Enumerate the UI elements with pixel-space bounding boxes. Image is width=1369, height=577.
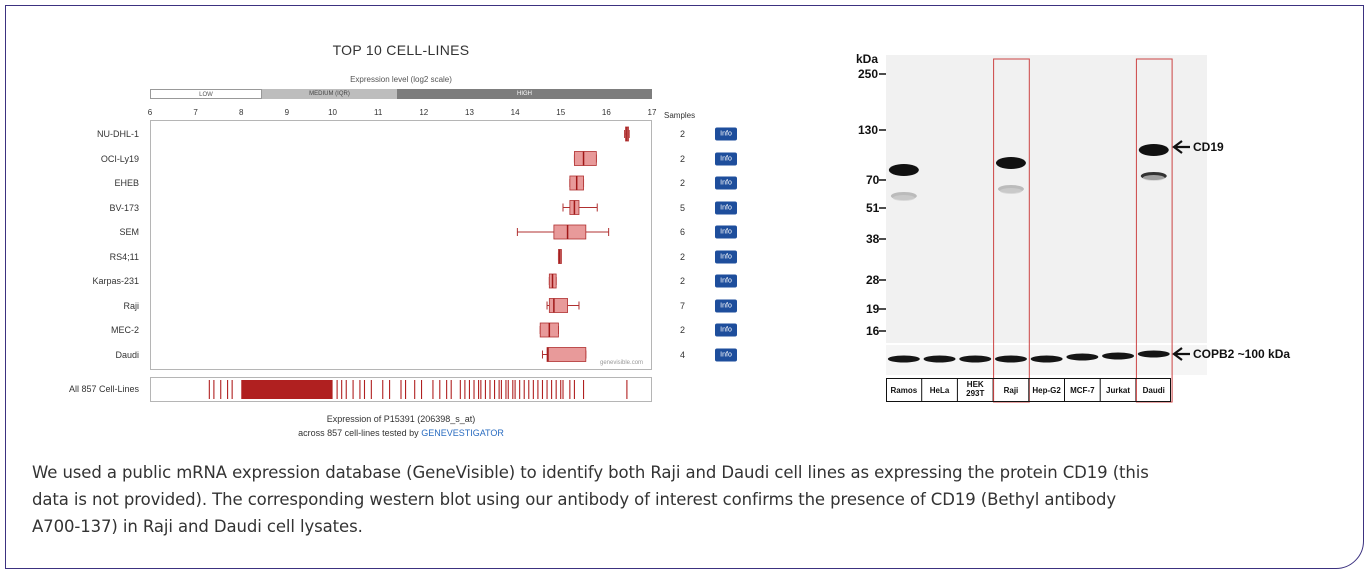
info-button[interactable]: Info (715, 299, 737, 312)
kda-marker-label: 38 (866, 232, 880, 246)
x-tick-label: 10 (328, 108, 337, 117)
lane-label: Daudi (1142, 386, 1165, 395)
all-cell-lines-label: All 857 Cell-Lines (68, 384, 139, 394)
lane-label-row (886, 378, 1171, 402)
level-medium: MEDIUM (IQR) (262, 89, 397, 99)
copb2-label: COPB2 ~100 kDa (1193, 347, 1291, 361)
all-cell-lines-strip (150, 377, 652, 402)
row-label: Daudi (115, 349, 139, 360)
info-button[interactable]: Info (715, 201, 737, 214)
samples-header: Samples (664, 111, 696, 120)
row-label: EHEB (114, 178, 139, 188)
description-line: data is not provided). The corresponding… (32, 490, 1117, 509)
x-tick-label: 17 (647, 108, 657, 117)
row-label: Karpas-231 (92, 276, 139, 286)
caption-source-text: across 857 cell-lines tested by (298, 428, 419, 438)
kda-marker-label: 28 (866, 273, 880, 287)
x-tick-label: 8 (239, 108, 244, 117)
blot-membrane (886, 55, 1207, 345)
sample-count: 2 (680, 276, 686, 286)
sample-count: 4 (680, 349, 686, 360)
info-button[interactable]: Info (715, 225, 737, 239)
row-label: Raji (123, 300, 139, 311)
x-tick-label: 15 (556, 108, 566, 117)
info-button[interactable]: Info (715, 323, 737, 337)
info-button[interactable]: Info (715, 250, 737, 263)
x-tick-label: 16 (601, 108, 611, 117)
sample-count: 7 (680, 300, 686, 311)
plot-area (150, 120, 652, 370)
lane-label: Hep-G2 (1032, 386, 1061, 395)
x-tick-label: 14 (510, 108, 520, 117)
lane-label: HEK 293T (966, 380, 985, 398)
kda-marker-label: 16 (866, 324, 880, 338)
description-line: A700-137) in Raji and Daudi cell lysates… (32, 517, 363, 536)
chart-title: TOP 10 CELL-LINES (332, 42, 470, 58)
chart-caption: Expression of P15391 (206398_s_at) (326, 414, 476, 424)
blot-loading-strip (886, 345, 1207, 375)
lane-label: MCF-7 (1070, 386, 1095, 395)
blot-separator (886, 343, 1207, 346)
info-button[interactable]: Info (715, 274, 737, 288)
lane-label: Ramos (890, 386, 918, 395)
chart-caption-source: across 857 cell-lines tested by GENEVEST… (150, 428, 652, 438)
row-label: SEM (119, 227, 139, 237)
info-button[interactable]: Info (715, 176, 737, 190)
x-tick-label: 7 (193, 108, 198, 117)
x-tick-label: 12 (419, 108, 429, 117)
kda-marker-label: 51 (866, 201, 880, 215)
row-label: MEC-2 (110, 325, 139, 335)
info-button[interactable]: Info (715, 127, 737, 141)
lane-label: Raji (1003, 386, 1019, 395)
x-tick-label: 11 (374, 108, 383, 117)
row-label: BV-173 (109, 202, 139, 213)
sample-count: 2 (680, 153, 686, 164)
level-high: HIGH (397, 89, 652, 99)
sample-count: 2 (680, 325, 686, 335)
genevestigator-link[interactable]: GENEVESTIGATOR (421, 428, 504, 438)
info-button[interactable]: Info (715, 152, 737, 165)
sample-count: 6 (680, 227, 686, 237)
lane-label: HeLa (929, 386, 950, 395)
x-tick-label: 9 (284, 108, 290, 117)
kda-marker-label: 70 (866, 173, 880, 187)
x-tick-label: 6 (147, 108, 153, 117)
description-line: We used a public mRNA expression databas… (32, 463, 1149, 482)
description-text: We used a public mRNA expression databas… (32, 459, 1332, 540)
sample-count: 5 (680, 202, 686, 213)
sample-count: 2 (680, 251, 686, 262)
info-button[interactable]: Info (715, 348, 737, 361)
row-label: NU-DHL-1 (96, 129, 139, 139)
kda-header: kDa (856, 52, 879, 66)
kda-marker-label: 250 (858, 67, 879, 81)
watermark: genevisible.com (600, 360, 644, 366)
level-low: LOW (150, 89, 262, 99)
kda-marker-label: 19 (866, 302, 880, 316)
sample-count: 2 (680, 129, 686, 139)
kda-marker-label: 130 (858, 123, 879, 137)
row-label: RS4;11 (109, 251, 139, 262)
scale-title: Expression level (log2 scale) (350, 75, 452, 84)
cd19-label: CD19 (1193, 140, 1224, 154)
row-label: OCI-Ly19 (100, 153, 139, 164)
sample-count: 2 (680, 178, 686, 188)
x-tick-label: 13 (465, 108, 474, 117)
lane-label: Jurkat (1106, 386, 1131, 395)
